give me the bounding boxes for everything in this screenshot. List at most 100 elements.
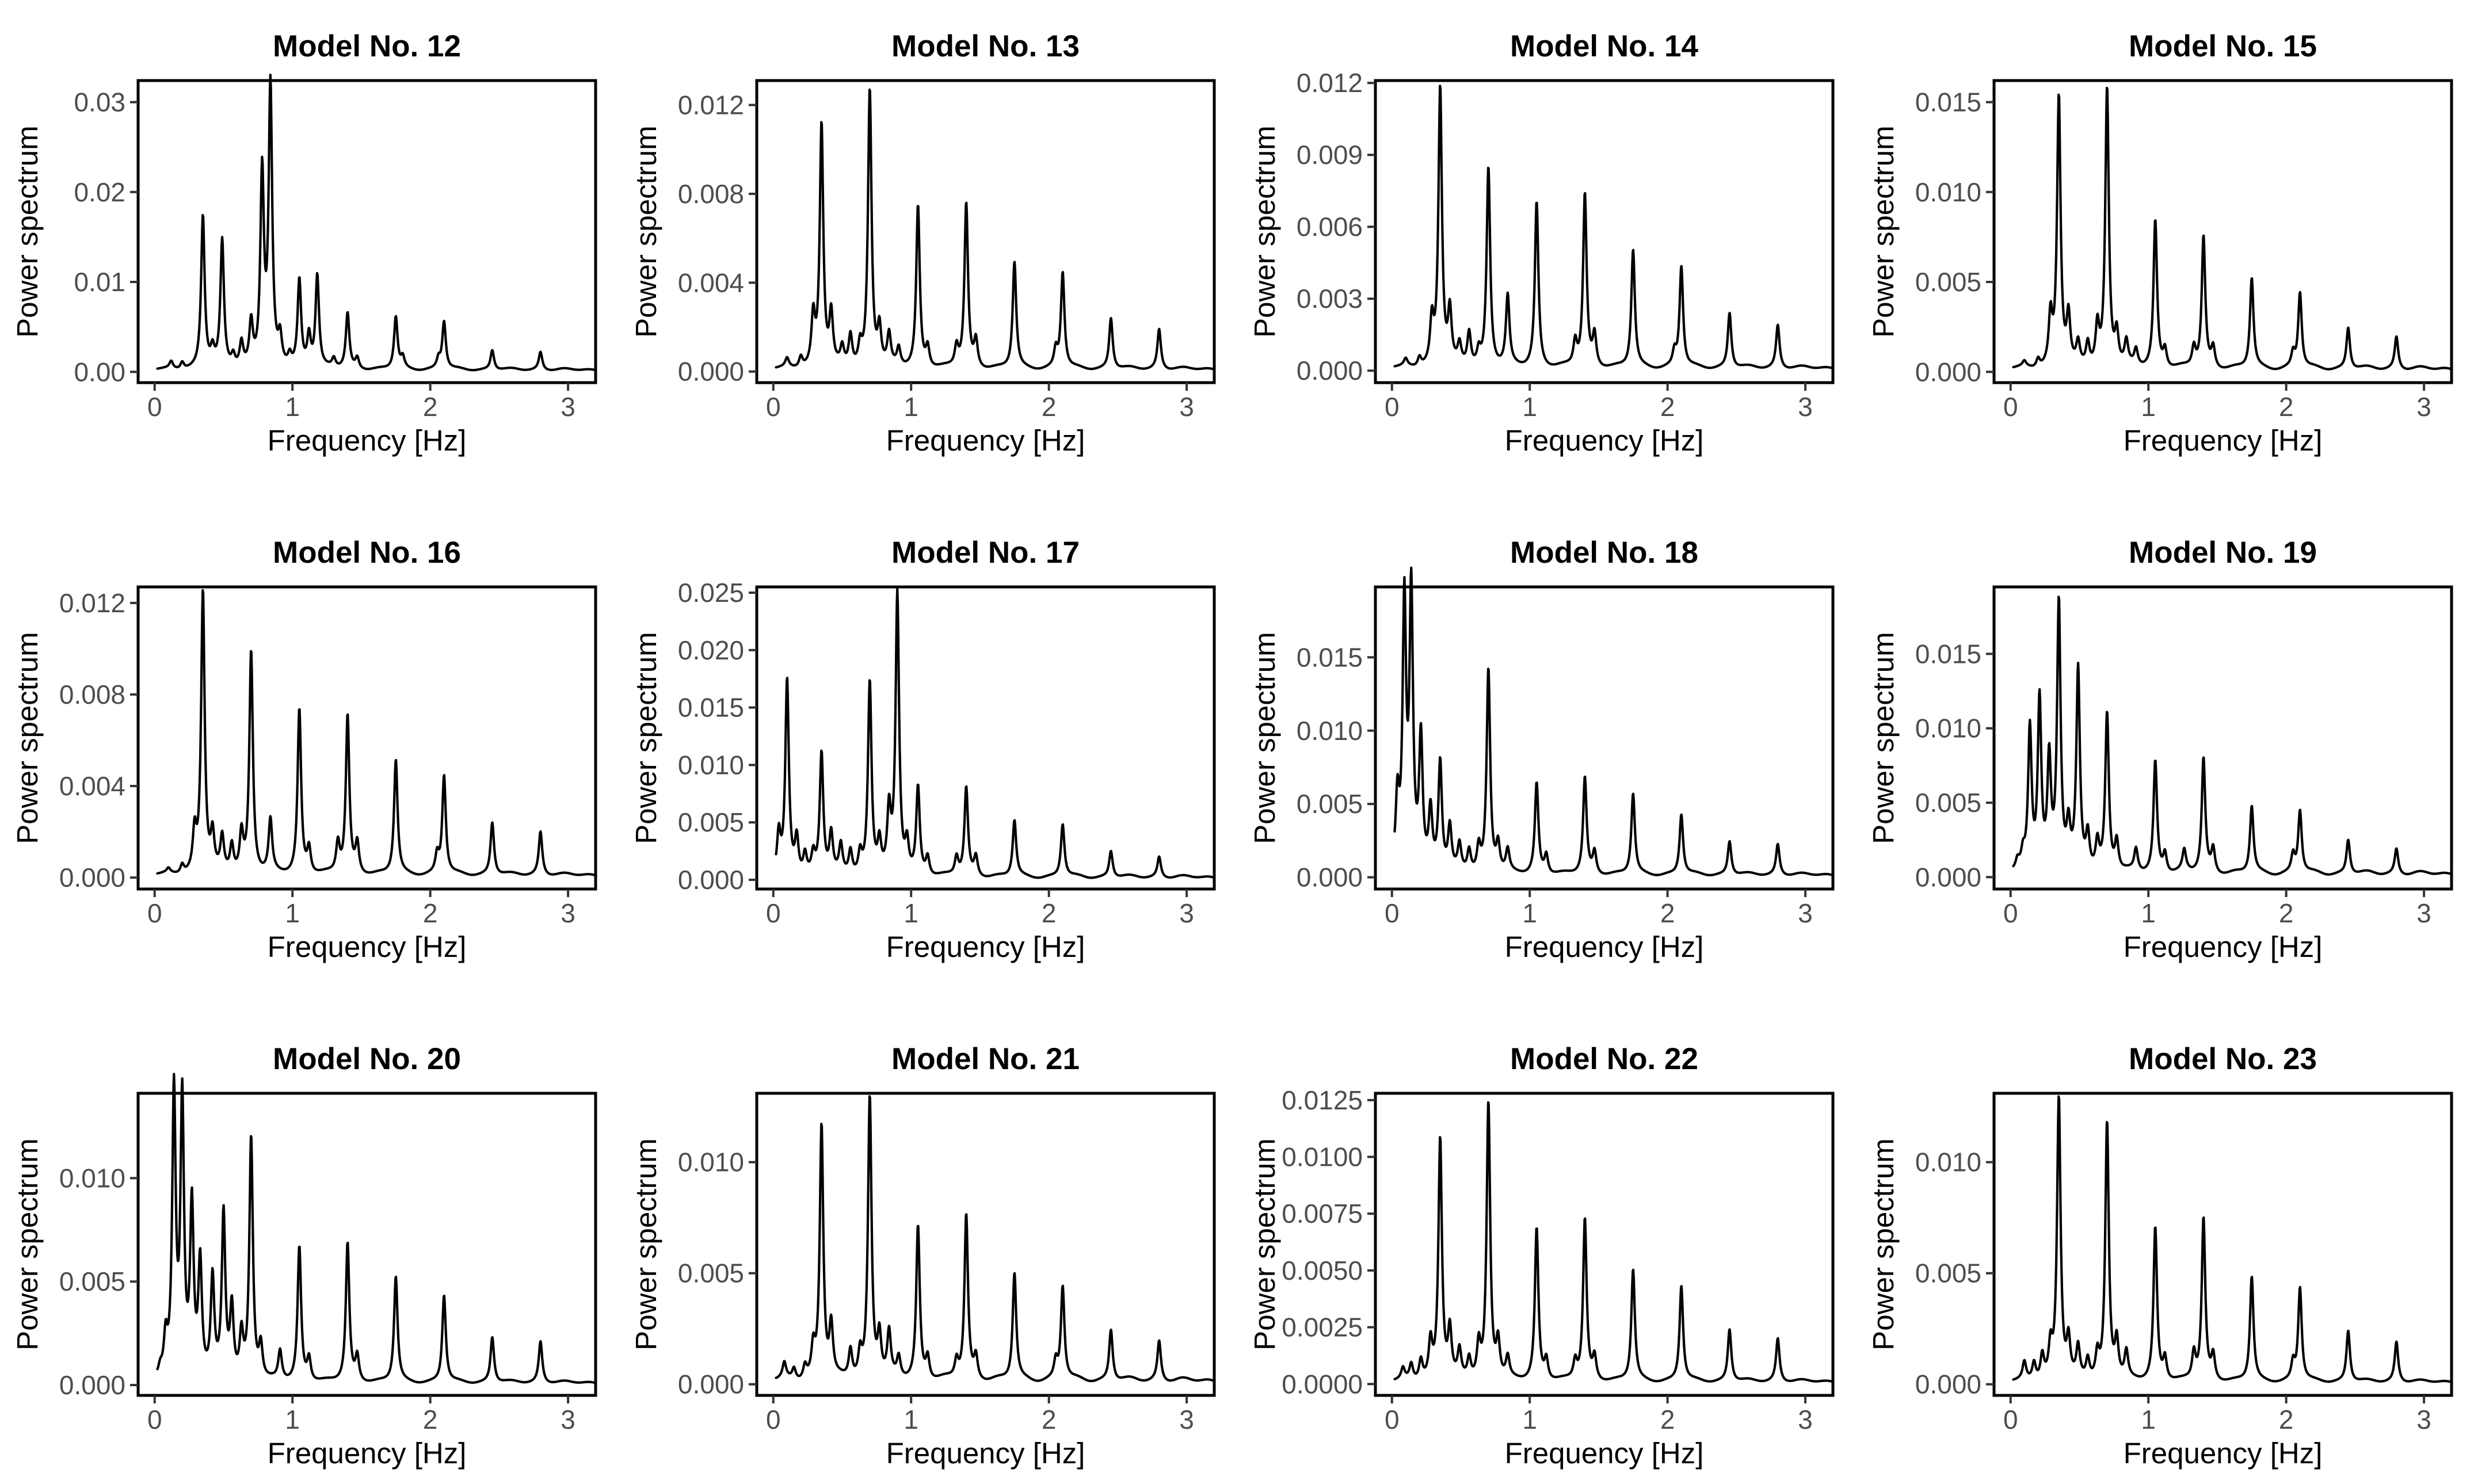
y-tick-label: 0.000 <box>678 1369 744 1399</box>
chart-title: Model No. 16 <box>273 536 461 570</box>
y-tick-label: 0.000 <box>59 1370 125 1400</box>
y-tick-label: 0.0000 <box>1282 1369 1363 1399</box>
x-tick-label: 1 <box>904 392 918 422</box>
spectrum-line <box>156 1073 597 1384</box>
x-tick-label: 1 <box>2141 898 2156 928</box>
y-axis-label: Power spectrum <box>1867 632 1900 844</box>
y-tick-label: 0.005 <box>59 1266 125 1296</box>
y-tick-label: 0.003 <box>1297 284 1363 314</box>
y-tick-label: 0.015 <box>1297 642 1363 672</box>
chart-panel: Model No. 14 0 1 2 3 0.000 0.003 0.006 0.009 0.01… <box>1248 29 1835 457</box>
y-tick-label: 0.0050 <box>1282 1256 1363 1285</box>
y-tick-label: 0.010 <box>59 1163 125 1193</box>
x-tick-label: 0 <box>147 898 162 928</box>
chart-panel: Model No. 16 0 1 2 3 0.000 0.004 0.008 0.012 Freq… <box>11 536 597 963</box>
spectrum-line <box>2012 86 2453 371</box>
chart-title: Model No. 19 <box>2129 536 2317 570</box>
x-tick-label: 3 <box>561 1405 575 1435</box>
chart-title: Model No. 17 <box>891 536 1080 570</box>
y-tick-label: 0.015 <box>678 693 744 723</box>
x-tick-label: 3 <box>2416 392 2431 422</box>
x-axis-label: Frequency [Hz] <box>268 424 467 457</box>
y-tick-label: 0.020 <box>678 635 744 665</box>
y-tick-label: 0.0075 <box>1282 1199 1363 1229</box>
chart-panel: Model No. 21 0 1 2 3 0.000 0.005 0.010 Frequency… <box>630 1042 1216 1470</box>
x-tick-label: 0 <box>1385 392 1400 422</box>
chart-title: Model No. 18 <box>1510 536 1698 570</box>
x-tick-label: 2 <box>423 898 438 928</box>
x-tick-label: 1 <box>1522 898 1537 928</box>
x-axis-label: Frequency [Hz] <box>268 1437 467 1470</box>
y-tick-label: 0.008 <box>59 680 125 709</box>
y-tick-label: 0.01 <box>74 267 125 297</box>
y-tick-label: 0.005 <box>1915 788 1981 818</box>
chart-panel: Model No. 19 0 1 2 3 0.000 0.005 0.010 0.015 Freq… <box>1867 536 2453 963</box>
x-tick-label: 0 <box>2003 392 2018 422</box>
chart-title: Model No. 14 <box>1510 29 1698 63</box>
y-tick-label: 0.000 <box>1297 863 1363 892</box>
y-tick-label: 0.009 <box>1297 140 1363 170</box>
y-axis-label: Power spectrum <box>1248 125 1281 337</box>
y-tick-label: 0.006 <box>1297 212 1363 242</box>
plot-frame <box>755 585 1216 891</box>
chart-title: Model No. 15 <box>2129 29 2317 63</box>
x-axis-label: Frequency [Hz] <box>1505 1437 1704 1470</box>
y-tick-label: 0.000 <box>1915 357 1981 387</box>
x-axis-label: Frequency [Hz] <box>268 930 467 963</box>
x-axis-label: Frequency [Hz] <box>1505 424 1704 457</box>
x-tick-label: 3 <box>561 898 575 928</box>
chart-title: Model No. 23 <box>2129 1042 2317 1076</box>
spectrum-line <box>2012 596 2453 876</box>
x-tick-label: 0 <box>2003 1405 2018 1435</box>
spectrum-line <box>1393 1101 1835 1383</box>
y-tick-label: 0.0025 <box>1282 1313 1363 1342</box>
plot-frame <box>1374 1092 1835 1397</box>
x-tick-label: 1 <box>2141 1405 2156 1435</box>
x-tick-label: 1 <box>1522 392 1537 422</box>
x-tick-label: 2 <box>1660 898 1675 928</box>
x-axis-label: Frequency [Hz] <box>886 1437 1085 1470</box>
chart-panel: Model No. 23 0 1 2 3 0.000 0.005 0.010 Frequency… <box>1867 1042 2453 1470</box>
x-tick-label: 3 <box>1179 898 1194 928</box>
y-tick-label: 0.015 <box>1915 639 1981 669</box>
chart-panel: Model No. 17 0 1 2 3 0.000 0.005 0.010 0.015 0.02… <box>630 536 1216 963</box>
chart-title: Model No. 21 <box>891 1042 1080 1076</box>
spectrum-line <box>775 1095 1216 1383</box>
y-axis-label: Power spectrum <box>1248 1138 1281 1350</box>
x-tick-label: 3 <box>1179 1405 1194 1435</box>
x-tick-label: 1 <box>2141 392 2156 422</box>
x-tick-label: 1 <box>285 898 300 928</box>
spectrum-line <box>2012 1095 2453 1383</box>
spectrum-line <box>156 74 597 372</box>
y-tick-label: 0.004 <box>59 771 125 801</box>
x-axis-label: Frequency [Hz] <box>886 424 1085 457</box>
x-tick-label: 0 <box>766 392 781 422</box>
y-tick-label: 0.000 <box>1915 1369 1981 1399</box>
y-tick-label: 0.000 <box>1915 862 1981 892</box>
plot-frame <box>136 585 597 891</box>
y-tick-label: 0.012 <box>1297 68 1363 98</box>
spectrum-line <box>156 589 597 877</box>
y-axis-label: Power spectrum <box>1867 125 1900 337</box>
x-axis-label: Frequency [Hz] <box>2124 930 2323 963</box>
chart-title: Model No. 22 <box>1510 1042 1698 1076</box>
chart-panel: Model No. 15 0 1 2 3 0.000 0.005 0.010 0.015 Freq… <box>1867 29 2453 457</box>
y-tick-label: 0.012 <box>59 588 125 618</box>
y-tick-label: 0.008 <box>678 179 744 209</box>
y-axis-label: Power spectrum <box>1867 1138 1900 1350</box>
x-tick-label: 2 <box>1042 898 1057 928</box>
y-axis-label: Power spectrum <box>630 1138 662 1350</box>
plot-frame <box>136 1092 597 1397</box>
plot-frame <box>755 79 1216 384</box>
spectrum-line <box>1393 85 1835 369</box>
x-tick-label: 3 <box>1798 392 1813 422</box>
x-tick-label: 0 <box>147 392 162 422</box>
x-axis-label: Frequency [Hz] <box>2124 424 2323 457</box>
chart-panel: Model No. 13 0 1 2 3 0.000 0.004 0.008 0.012 Freq… <box>630 29 1216 457</box>
x-tick-label: 3 <box>1179 392 1194 422</box>
x-tick-label: 2 <box>2279 898 2294 928</box>
plot-frame <box>755 1092 1216 1397</box>
x-tick-label: 2 <box>2279 1405 2294 1435</box>
chart-panel: Model No. 18 0 1 2 3 0.000 0.005 0.010 0.015 Freq… <box>1248 536 1835 963</box>
